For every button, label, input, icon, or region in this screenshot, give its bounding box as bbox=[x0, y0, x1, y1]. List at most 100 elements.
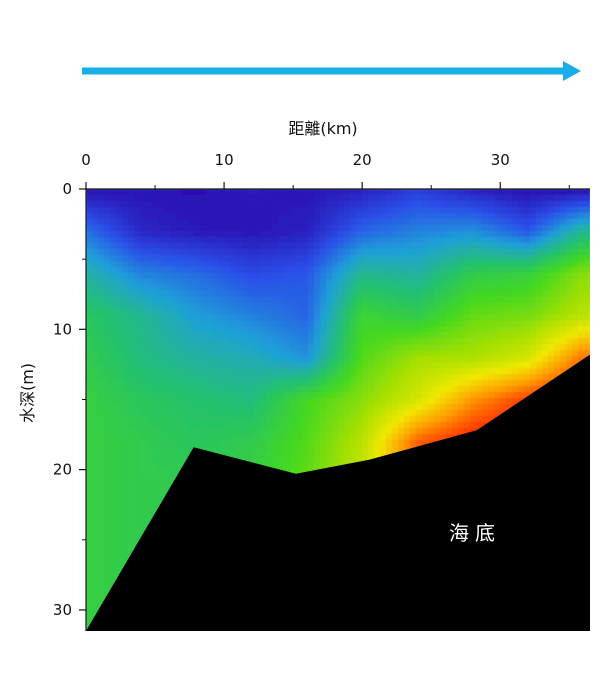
heatmap-cell bbox=[434, 415, 441, 423]
heatmap-cell bbox=[146, 350, 153, 357]
heatmap-cell bbox=[434, 380, 441, 387]
heatmap-cell bbox=[362, 320, 369, 327]
heatmap-cell bbox=[86, 427, 93, 435]
heatmap-cell bbox=[224, 200, 231, 208]
heatmap-cell bbox=[212, 374, 219, 381]
heatmap-cell bbox=[206, 290, 213, 298]
heatmap-cell bbox=[488, 380, 495, 387]
heatmap-cell bbox=[422, 439, 429, 447]
heatmap-cell bbox=[104, 457, 111, 465]
heatmap-cell bbox=[272, 272, 279, 280]
heatmap-cell bbox=[260, 433, 267, 441]
heatmap-cell bbox=[458, 326, 465, 333]
heatmap-cell bbox=[290, 421, 297, 429]
heatmap-cell bbox=[92, 511, 99, 519]
heatmap-cell bbox=[338, 362, 345, 369]
heatmap-cell bbox=[254, 404, 261, 411]
heatmap-cell bbox=[356, 344, 363, 351]
heatmap-cell bbox=[152, 368, 159, 375]
heatmap-cell bbox=[110, 415, 117, 423]
heatmap-cell bbox=[164, 374, 171, 381]
heatmap-cell bbox=[380, 272, 387, 280]
heatmap-cell bbox=[194, 350, 201, 357]
heatmap-cell bbox=[584, 218, 590, 226]
heatmap-cell bbox=[188, 350, 195, 357]
heatmap-cell bbox=[554, 356, 561, 363]
heatmap-cell bbox=[542, 260, 549, 268]
heatmap-cell bbox=[194, 410, 201, 417]
heatmap-cell bbox=[404, 308, 411, 316]
heatmap-cell bbox=[458, 344, 465, 351]
heatmap-cell bbox=[146, 356, 153, 363]
heatmap-cell bbox=[536, 302, 543, 310]
heatmap-cell bbox=[446, 194, 453, 202]
heatmap-cell bbox=[566, 356, 573, 363]
heatmap-cell bbox=[554, 272, 561, 280]
heatmap-cell bbox=[194, 421, 201, 429]
heatmap-cell bbox=[386, 338, 393, 345]
heatmap-cell bbox=[344, 260, 351, 268]
heatmap-cell bbox=[98, 392, 105, 399]
heatmap-cell bbox=[386, 404, 393, 411]
heatmap-cell bbox=[284, 374, 291, 381]
heatmap-cell bbox=[170, 404, 177, 411]
heatmap-cell bbox=[374, 350, 381, 357]
heatmap-cell bbox=[386, 278, 393, 286]
heatmap-cell bbox=[236, 368, 243, 375]
heatmap-cell bbox=[242, 344, 249, 351]
heatmap-cell bbox=[434, 272, 441, 280]
heatmap-cell bbox=[476, 212, 483, 220]
heatmap-cell bbox=[116, 541, 123, 548]
heatmap-cell bbox=[158, 398, 165, 405]
heatmap-cell bbox=[584, 224, 590, 232]
heatmap-cell bbox=[470, 356, 477, 363]
heatmap-cell bbox=[476, 230, 483, 238]
heatmap-cell bbox=[440, 296, 447, 304]
heatmap-cell bbox=[362, 200, 369, 208]
heatmap-cell bbox=[134, 481, 141, 489]
heatmap-cell bbox=[332, 230, 339, 238]
heatmap-cell bbox=[356, 308, 363, 316]
heatmap-cell bbox=[506, 386, 513, 393]
heatmap-cell bbox=[206, 302, 213, 310]
heatmap-cell bbox=[368, 212, 375, 220]
heatmap-cell bbox=[128, 230, 135, 238]
heatmap-cell bbox=[272, 266, 279, 274]
heatmap-cell bbox=[272, 392, 279, 399]
heatmap-cell bbox=[350, 272, 357, 280]
heatmap-cell bbox=[170, 463, 177, 471]
heatmap-cell bbox=[446, 236, 453, 244]
heatmap-cell bbox=[488, 242, 495, 250]
heatmap-cell bbox=[140, 451, 147, 459]
heatmap-cell bbox=[158, 200, 165, 208]
heatmap-cell bbox=[170, 410, 177, 417]
heatmap-cell bbox=[584, 320, 590, 327]
heatmap-cell bbox=[362, 242, 369, 250]
heatmap-cell bbox=[488, 392, 495, 399]
heatmap-cell bbox=[92, 386, 99, 393]
heatmap-cell bbox=[194, 302, 201, 310]
heatmap-cell bbox=[482, 224, 489, 232]
heatmap-cell bbox=[284, 326, 291, 333]
heatmap-cell bbox=[380, 433, 387, 441]
heatmap-cell bbox=[386, 421, 393, 429]
heatmap-cell bbox=[542, 248, 549, 256]
heatmap-cell bbox=[218, 189, 225, 196]
heatmap-cell bbox=[206, 296, 213, 304]
heatmap-cell bbox=[104, 529, 111, 537]
heatmap-cell bbox=[458, 421, 465, 429]
heatmap-cell bbox=[464, 302, 471, 310]
heatmap-cell bbox=[356, 320, 363, 327]
heatmap-cell bbox=[116, 410, 123, 417]
heatmap-cell bbox=[440, 284, 447, 292]
heatmap-cell bbox=[248, 433, 255, 441]
heatmap-cell bbox=[422, 296, 429, 304]
heatmap-cell bbox=[152, 200, 159, 208]
heatmap-cell bbox=[350, 302, 357, 310]
heatmap-cell bbox=[326, 278, 333, 286]
heatmap-cell bbox=[212, 427, 219, 435]
heatmap-cell bbox=[500, 194, 507, 202]
heatmap-cell bbox=[98, 362, 105, 369]
heatmap-cell bbox=[158, 439, 165, 447]
heatmap-cell bbox=[536, 266, 543, 274]
